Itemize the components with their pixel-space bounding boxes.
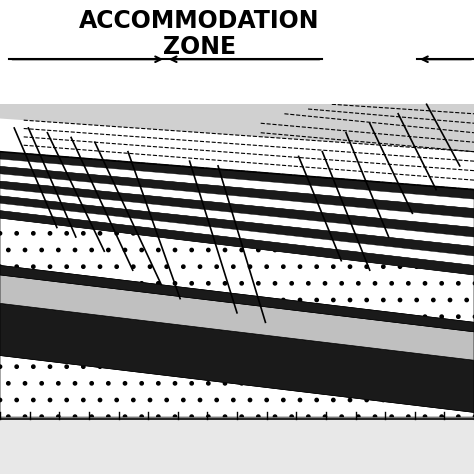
Polygon shape xyxy=(0,313,474,417)
Polygon shape xyxy=(0,174,474,228)
Polygon shape xyxy=(0,303,474,412)
Polygon shape xyxy=(0,203,474,265)
Polygon shape xyxy=(0,196,474,256)
Text: ZONE: ZONE xyxy=(163,36,236,59)
Polygon shape xyxy=(0,218,474,322)
Polygon shape xyxy=(0,275,474,360)
Polygon shape xyxy=(0,210,474,275)
Polygon shape xyxy=(0,313,474,412)
Polygon shape xyxy=(0,265,474,332)
Text: ACCOMMODATION: ACCOMMODATION xyxy=(79,9,319,33)
Polygon shape xyxy=(0,166,474,218)
Polygon shape xyxy=(0,104,474,417)
Polygon shape xyxy=(0,189,474,246)
Polygon shape xyxy=(0,118,474,190)
Polygon shape xyxy=(0,0,474,104)
Polygon shape xyxy=(0,152,474,199)
Polygon shape xyxy=(0,181,474,237)
Polygon shape xyxy=(0,159,474,209)
Polygon shape xyxy=(0,0,474,95)
